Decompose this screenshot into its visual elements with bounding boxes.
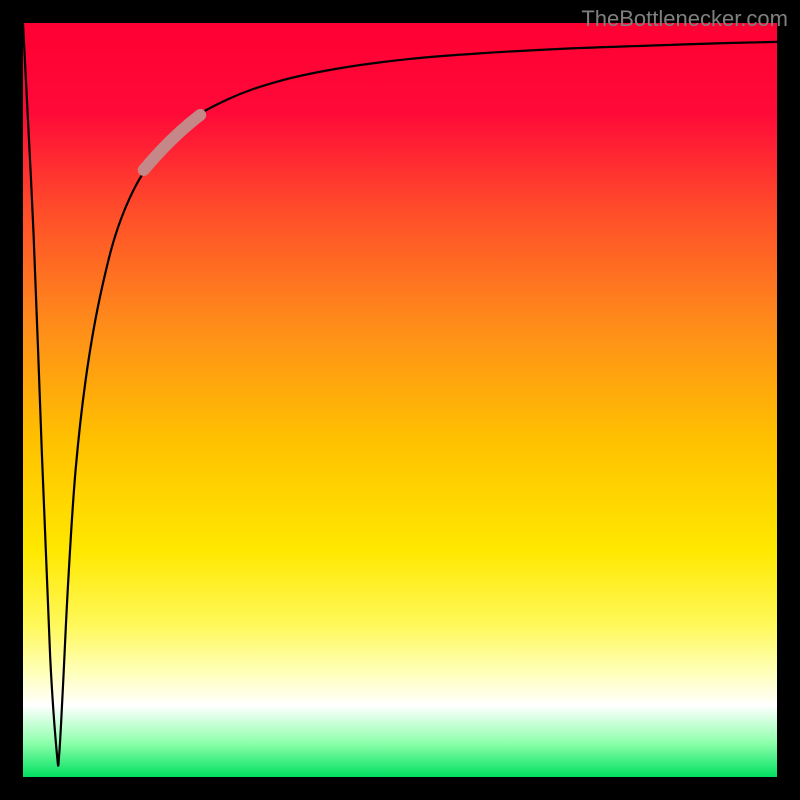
chart-background <box>23 23 777 777</box>
watermark-text: TheBottlenecker.com <box>581 6 788 32</box>
bottleneck-chart <box>23 23 777 777</box>
chart-container: TheBottlenecker.com <box>0 0 800 800</box>
